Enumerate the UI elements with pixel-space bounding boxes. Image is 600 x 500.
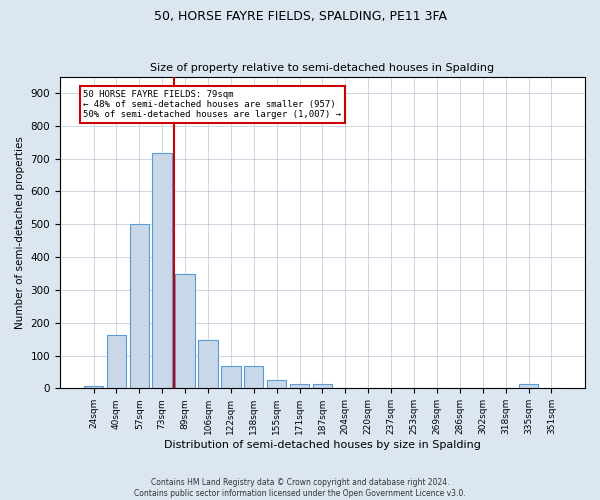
Bar (84, 386, 103, 388)
Bar (198, 340, 218, 388)
Bar (175, 274, 195, 388)
Bar (107, 335, 126, 388)
Text: 50, HORSE FAYRE FIELDS, SPALDING, PE11 3FA: 50, HORSE FAYRE FIELDS, SPALDING, PE11 3… (154, 10, 446, 23)
Bar (290, 384, 309, 388)
Bar (130, 224, 149, 388)
X-axis label: Distribution of semi-detached houses by size in Spalding: Distribution of semi-detached houses by … (164, 440, 481, 450)
Bar (313, 384, 332, 388)
Text: Contains HM Land Registry data © Crown copyright and database right 2024.
Contai: Contains HM Land Registry data © Crown c… (134, 478, 466, 498)
Bar (267, 380, 286, 388)
Text: 50 HORSE FAYRE FIELDS: 79sqm
← 48% of semi-detached houses are smaller (957)
50%: 50 HORSE FAYRE FIELDS: 79sqm ← 48% of se… (83, 90, 341, 120)
Bar (221, 366, 241, 388)
Bar (244, 366, 263, 388)
Y-axis label: Number of semi-detached properties: Number of semi-detached properties (15, 136, 25, 329)
Bar (519, 384, 538, 388)
Title: Size of property relative to semi-detached houses in Spalding: Size of property relative to semi-detach… (151, 63, 494, 73)
Bar (152, 152, 172, 388)
